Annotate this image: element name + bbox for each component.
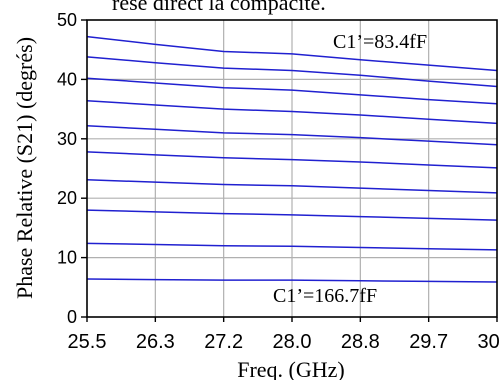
y-tick-label: 40 bbox=[57, 69, 77, 89]
x-tick-label: 25.5 bbox=[68, 331, 107, 353]
series-line-7 bbox=[86, 179, 498, 194]
x-tick-labels: 25.5 26.3 27.2 28.0 28.8 29.7 30.5 bbox=[68, 331, 499, 353]
y-tick-label: 30 bbox=[57, 129, 77, 149]
series-line-6 bbox=[86, 151, 498, 169]
x-tick-label: 26.3 bbox=[136, 331, 175, 353]
y-axis-title: Phase Relative (S21) (degrés) bbox=[12, 37, 37, 299]
y-tick-label: 20 bbox=[57, 188, 77, 208]
series-line-9 bbox=[86, 242, 498, 251]
x-tick-label: 28.0 bbox=[273, 331, 312, 353]
annotation-bottom: C1’=166.7fF bbox=[273, 285, 377, 307]
y-tick-labels: 0 10 20 30 40 50 bbox=[57, 10, 77, 327]
top-text-fragment: rese direct la compacité. bbox=[112, 0, 326, 15]
y-tick-label: 10 bbox=[57, 248, 77, 268]
x-tick-label: 28.8 bbox=[341, 331, 380, 353]
grid bbox=[87, 20, 497, 317]
y-tick-label: 0 bbox=[67, 307, 77, 327]
series-line-10 bbox=[86, 278, 498, 283]
axis-ticks bbox=[81, 19, 498, 322]
x-tick-label: 27.2 bbox=[204, 331, 243, 353]
x-tick-label: 29.7 bbox=[409, 331, 448, 353]
series-line-8 bbox=[86, 209, 498, 221]
x-axis-title: Freq. (GHz) bbox=[237, 357, 345, 380]
series-line-2 bbox=[86, 56, 498, 88]
series-line-3 bbox=[86, 77, 498, 105]
series-line-1 bbox=[86, 35, 498, 72]
annotation-top: C1’=83.4fF bbox=[333, 31, 427, 53]
series-group bbox=[86, 35, 498, 283]
series-line-4 bbox=[86, 100, 498, 125]
y-tick-label: 50 bbox=[57, 10, 77, 30]
x-tick-label: 30.5 bbox=[478, 331, 499, 353]
series-line-5 bbox=[86, 124, 498, 146]
